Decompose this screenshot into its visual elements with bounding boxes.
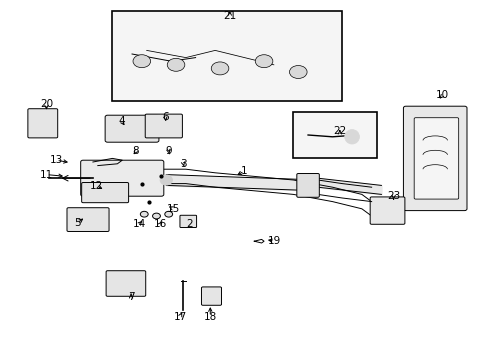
FancyBboxPatch shape (81, 160, 163, 196)
Text: 16: 16 (153, 219, 167, 229)
Text: 1: 1 (241, 166, 247, 176)
Circle shape (255, 55, 272, 68)
Text: 18: 18 (203, 312, 217, 322)
Text: 12: 12 (90, 181, 103, 191)
Text: 8: 8 (132, 146, 139, 156)
Text: 22: 22 (332, 126, 346, 136)
Text: 3: 3 (180, 159, 186, 169)
FancyBboxPatch shape (201, 287, 221, 305)
Circle shape (289, 66, 306, 78)
FancyBboxPatch shape (145, 114, 182, 138)
Text: 13: 13 (49, 155, 63, 165)
FancyBboxPatch shape (296, 174, 319, 197)
Text: 11: 11 (40, 170, 53, 180)
Circle shape (140, 211, 148, 217)
Ellipse shape (344, 130, 359, 144)
Text: 6: 6 (162, 112, 168, 122)
Ellipse shape (160, 175, 172, 185)
FancyBboxPatch shape (369, 197, 404, 224)
Bar (112, 11, 342, 101)
Text: 15: 15 (166, 204, 180, 214)
Text: 17: 17 (173, 312, 186, 322)
Text: 10: 10 (435, 90, 448, 100)
Text: 2: 2 (186, 219, 193, 229)
Circle shape (211, 62, 228, 75)
Text: 19: 19 (267, 236, 281, 246)
Bar (293, 112, 376, 158)
Text: 23: 23 (386, 191, 400, 201)
Text: 5: 5 (74, 218, 81, 228)
Circle shape (133, 55, 150, 68)
Circle shape (152, 213, 160, 219)
FancyBboxPatch shape (67, 208, 109, 231)
Text: 21: 21 (223, 11, 236, 21)
FancyBboxPatch shape (106, 271, 145, 296)
Text: 9: 9 (165, 146, 172, 156)
FancyBboxPatch shape (105, 115, 159, 142)
FancyBboxPatch shape (28, 109, 58, 138)
Text: 7: 7 (127, 292, 134, 302)
Text: 14: 14 (132, 219, 146, 229)
FancyBboxPatch shape (403, 106, 466, 211)
Text: 20: 20 (40, 99, 53, 109)
Circle shape (167, 58, 184, 71)
FancyBboxPatch shape (413, 118, 458, 199)
FancyBboxPatch shape (81, 183, 128, 203)
Circle shape (164, 211, 172, 217)
Text: 4: 4 (118, 116, 124, 126)
FancyBboxPatch shape (180, 215, 196, 228)
